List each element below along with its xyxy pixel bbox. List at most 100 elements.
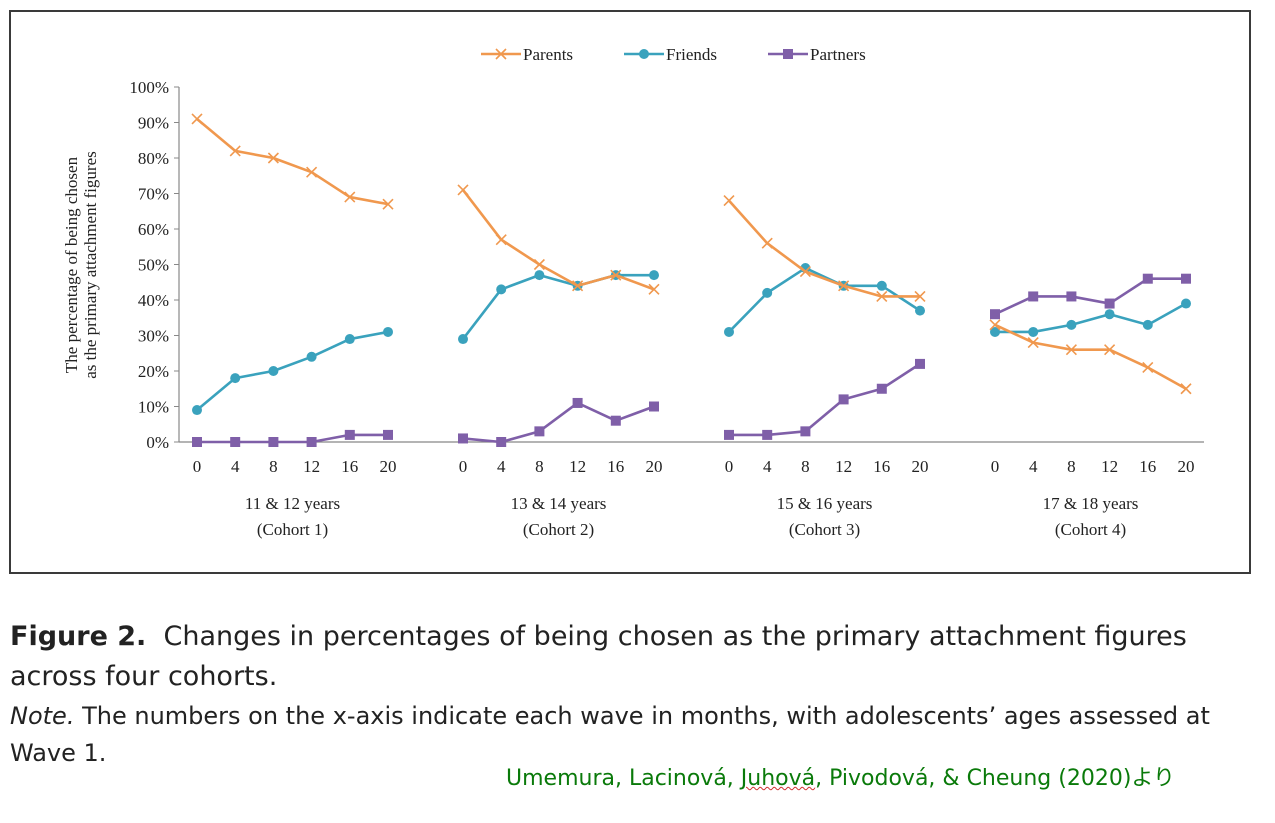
data-point-parents bbox=[457, 184, 469, 196]
y-tick-label: 0% bbox=[146, 433, 169, 452]
data-point-parents bbox=[761, 237, 773, 249]
data-point-friends bbox=[1142, 319, 1153, 330]
legend-label-parents: Parents bbox=[523, 45, 573, 64]
data-point-parents bbox=[344, 191, 356, 203]
legend-marker-partners bbox=[783, 49, 793, 59]
series-line-friends bbox=[728, 266, 921, 333]
note-line: Note. The numbers on the x-axis indicate… bbox=[10, 698, 1260, 772]
data-point-partners bbox=[990, 309, 1000, 320]
y-axis-label: The percentage of being chosenas the pri… bbox=[62, 151, 100, 379]
data-point-parents bbox=[648, 283, 660, 295]
data-point-parents bbox=[495, 234, 507, 246]
data-point-friends bbox=[230, 373, 241, 384]
data-point-parents bbox=[610, 269, 622, 281]
x-tick-label: 16 bbox=[341, 457, 358, 476]
data-point-friends bbox=[724, 326, 734, 337]
data-point-friends bbox=[990, 326, 1000, 337]
data-point-partners bbox=[268, 437, 279, 447]
x-tick-label: 4 bbox=[497, 457, 506, 476]
data-point-parents bbox=[533, 258, 545, 271]
data-point-friends bbox=[534, 270, 545, 281]
data-point-friends bbox=[306, 351, 317, 362]
x-tick-label: 20 bbox=[646, 457, 663, 476]
data-point-parents bbox=[723, 195, 735, 207]
y-tick-label: 70% bbox=[138, 185, 169, 204]
x-tick-label: 4 bbox=[763, 457, 772, 476]
data-point-parents bbox=[876, 290, 888, 303]
cohort-label: 17 & 18 years bbox=[1043, 494, 1139, 513]
cohort-sublabel: (Cohort 3) bbox=[789, 520, 860, 539]
data-point-partners bbox=[306, 437, 317, 447]
y-tick-label: 80% bbox=[138, 149, 169, 168]
x-tick-label: 20 bbox=[380, 457, 397, 476]
legend-label-friends: Friends bbox=[666, 45, 717, 64]
data-point-partners bbox=[496, 437, 507, 447]
data-point-friends bbox=[458, 334, 468, 345]
data-point-friends bbox=[649, 270, 659, 281]
y-tick-label: 50% bbox=[138, 256, 169, 275]
x-tick-label: 16 bbox=[873, 457, 890, 476]
data-point-partners bbox=[610, 415, 621, 426]
data-point-friends bbox=[344, 334, 355, 345]
data-point-partners bbox=[800, 426, 811, 437]
x-tick-label: 0 bbox=[193, 457, 202, 476]
data-point-partners bbox=[572, 397, 583, 408]
data-point-parents bbox=[191, 113, 203, 125]
data-point-friends bbox=[1028, 326, 1039, 337]
x-tick-label: 12 bbox=[835, 457, 852, 476]
data-point-partners bbox=[915, 358, 925, 369]
data-point-friends bbox=[1104, 309, 1115, 320]
data-point-partners bbox=[1142, 273, 1153, 284]
data-point-parents bbox=[1065, 344, 1077, 356]
series-line-parents bbox=[196, 117, 389, 206]
note-text: The numbers on the x-axis indicate each … bbox=[10, 702, 1210, 767]
y-tick-label: 100% bbox=[129, 78, 169, 97]
x-tick-label: 12 bbox=[1101, 457, 1118, 476]
data-point-friends bbox=[1181, 298, 1191, 309]
series-line-friends bbox=[196, 330, 389, 412]
data-point-parents bbox=[267, 152, 279, 164]
data-point-parents bbox=[1180, 383, 1192, 395]
y-axis-label-line2: as the primary attachment figures bbox=[81, 151, 100, 379]
caption-line: Figure 2. Changes in percentages of bein… bbox=[10, 617, 1260, 697]
data-point-partners bbox=[1066, 291, 1077, 302]
source-underlined: Juhová bbox=[740, 766, 816, 791]
data-point-friends bbox=[192, 405, 202, 416]
x-tick-label: 0 bbox=[991, 457, 1000, 476]
legend-marker-parents bbox=[495, 48, 507, 60]
data-point-parents bbox=[838, 280, 850, 292]
data-point-parents bbox=[1142, 361, 1154, 374]
x-tick-label: 0 bbox=[459, 457, 468, 476]
data-point-parents bbox=[1104, 344, 1116, 356]
data-point-friends bbox=[915, 305, 925, 316]
note-label: Note. bbox=[10, 702, 75, 730]
x-tick-label: 8 bbox=[1067, 457, 1076, 476]
y-tick-label: 10% bbox=[138, 398, 169, 417]
series-line-partners bbox=[197, 433, 388, 444]
data-point-partners bbox=[383, 429, 393, 440]
data-point-partners bbox=[724, 429, 734, 440]
y-tick-label: 90% bbox=[138, 114, 169, 133]
series-line-friends bbox=[461, 273, 654, 340]
x-tick-label: 20 bbox=[912, 457, 929, 476]
data-point-partners bbox=[344, 429, 355, 440]
data-point-parents bbox=[1027, 337, 1039, 349]
data-point-partners bbox=[1028, 291, 1039, 302]
data-point-friends bbox=[383, 326, 393, 337]
series-line-friends bbox=[995, 302, 1187, 334]
data-point-partners bbox=[230, 437, 241, 447]
series-line-partners bbox=[994, 277, 1186, 316]
series-line-parents bbox=[728, 199, 920, 298]
x-tick-label: 20 bbox=[1178, 457, 1195, 476]
data-point-partners bbox=[458, 433, 468, 444]
y-axis-label-line1: The percentage of being chosen bbox=[62, 156, 81, 373]
data-point-parents bbox=[989, 319, 1001, 331]
data-point-friends bbox=[268, 366, 279, 376]
series-line-partners bbox=[729, 362, 921, 437]
y-tick-label: 20% bbox=[138, 362, 169, 381]
source-citation: Umemura, Lacinová, Juhová, Pivodová, & C… bbox=[506, 760, 1175, 792]
cohort-label: 13 & 14 years bbox=[511, 494, 607, 513]
data-point-partners bbox=[838, 394, 849, 405]
x-tick-label: 4 bbox=[1029, 457, 1038, 476]
y-tick-label: 40% bbox=[138, 291, 169, 310]
